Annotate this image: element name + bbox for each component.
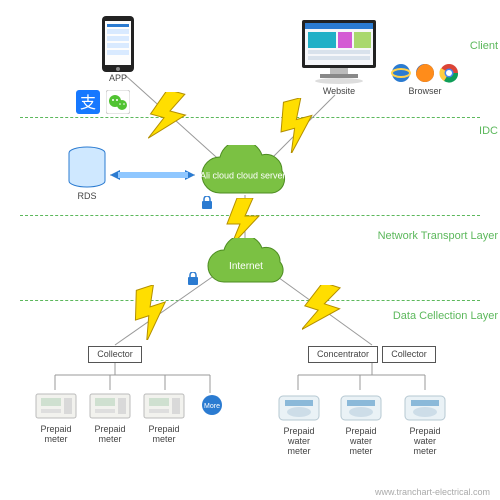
collector-left-box: Collector [88,346,142,363]
browser-icons [390,62,460,84]
monitor-icon [300,18,378,84]
rds-label: RDS [70,192,104,202]
svg-text:More: More [204,403,220,410]
app-label: APP [95,74,141,84]
prepaid-meter-2: Prepaid meter [88,390,132,445]
concentrator-box: Concentrator [308,346,378,363]
bolt-internet-left [132,285,182,340]
prepaid-meter-3: Prepaid meter [142,390,186,445]
svg-text:支: 支 [80,94,96,112]
water-meter-3: Prepaid water meter [402,390,448,457]
water-meter-2: Prepaid water meter [338,390,384,457]
lock-icon-2 [187,272,199,289]
water-meter-1: Prepaid water meter [276,390,322,457]
bolt-app-cloud [148,92,198,147]
prepaid-meter-1: Prepaid meter [34,390,78,445]
alipay-icon: 支 [76,90,100,114]
watermark: www.tranchart-electrical.com [375,487,490,497]
bolt-internet-right [302,285,352,340]
collector-right-box: Collector [382,346,436,363]
smartphone-icon [100,15,136,73]
more-meters: More [200,393,226,420]
lock-icon-1 [201,196,213,213]
website-label: Website [312,87,366,97]
internet-cloud-label: Internet [229,261,263,272]
browser-label: Browser [398,87,452,97]
wechat-icon [106,90,130,114]
internet-cloud: Internet [198,238,294,294]
rds-icon [66,145,108,189]
ali-cloud-label: Ali cloud cloud servers [200,171,290,181]
